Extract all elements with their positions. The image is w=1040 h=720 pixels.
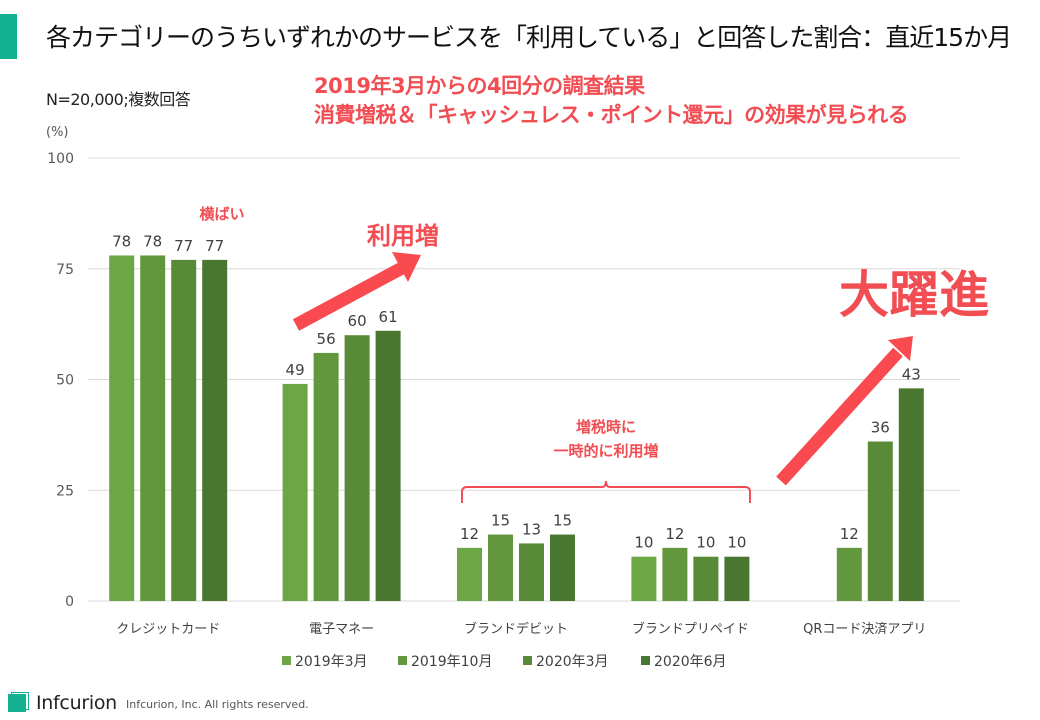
data-label: 77: [174, 237, 193, 255]
annotation-temporary-line-1: 増税時に: [576, 418, 636, 436]
bar: [836, 547, 862, 601]
bar: [109, 255, 135, 601]
data-label: 56: [317, 330, 336, 348]
bar: [140, 255, 166, 601]
annotation-temporary-line-2: 一時的に利用増: [553, 442, 658, 460]
legend-item: 2019年3月: [282, 654, 368, 670]
data-label: 12: [460, 525, 479, 543]
data-label: 61: [379, 308, 398, 326]
data-label: 49: [286, 361, 305, 379]
x-tick-label: クレジットカード: [116, 622, 220, 637]
data-label: 10: [727, 534, 746, 552]
company-logo: Infcurion: [8, 692, 117, 714]
data-label: 10: [634, 534, 653, 552]
title-accent-bar: [0, 14, 17, 59]
bar: [171, 259, 197, 601]
annotation-leap: 大躍進: [839, 266, 989, 324]
legend-swatch: [398, 656, 407, 665]
annotation-flat: 横ばい: [199, 205, 244, 223]
bar: [724, 556, 750, 601]
y-tick-label: 25: [56, 483, 74, 499]
bars: [109, 255, 924, 601]
legend: 2019年3月 2019年10月 2020年3月 2020年6月: [282, 654, 727, 670]
data-label: 36: [871, 419, 890, 437]
data-label: 12: [665, 525, 684, 543]
headline: 2019年3月からの4回分の調査結果 消費増税＆「キャッシュレス・ポイント還元」…: [314, 72, 909, 130]
bar: [550, 534, 575, 601]
legend-label: 2019年3月: [295, 654, 368, 670]
legend-item: 2019年10月: [398, 654, 492, 670]
headline-line-2: 消費増税＆「キャッシュレス・ポイント還元」の効果が見られる: [314, 103, 909, 127]
data-label: 10: [696, 534, 715, 552]
y-tick-label: 0: [65, 594, 74, 610]
bar: [488, 534, 513, 601]
bar: [375, 330, 401, 601]
bracket-shape: [461, 480, 751, 503]
bar: [282, 383, 308, 601]
y-tick-label: 75: [56, 262, 74, 278]
y-axis-ticks: 0 25 50 75 100: [47, 151, 74, 610]
bar: [631, 556, 657, 601]
x-tick-label: 電子マネー: [309, 622, 374, 637]
bar: [202, 259, 228, 601]
data-label: 12: [840, 525, 859, 543]
arrow-leap-icon: [776, 336, 913, 486]
data-label: 43: [902, 365, 921, 383]
x-tick-label: ブランドプリペイド: [632, 621, 749, 637]
sample-note: N=20,000;複数回答: [46, 90, 191, 109]
legend-label: 2020年6月: [654, 654, 727, 670]
x-tick-label: ブランドデビット: [464, 621, 568, 637]
data-label: 77: [205, 237, 224, 255]
data-label: 78: [143, 232, 162, 250]
data-label: 60: [348, 312, 367, 330]
bar: [898, 388, 924, 601]
data-label: 15: [491, 512, 510, 530]
y-tick-label: 100: [47, 151, 74, 167]
data-label: 13: [522, 520, 541, 538]
y-axis-label: (%): [46, 125, 69, 140]
bar: [313, 352, 339, 601]
page-title: 各カテゴリーのうちいずれかのサービスを「利用している」と回答した割合：直近15か…: [46, 23, 1012, 52]
data-label: 78: [112, 232, 131, 250]
bar: [693, 556, 719, 601]
arrow-increase-icon: [292, 252, 421, 331]
legend-swatch: [523, 656, 532, 665]
logo-text: Infcurion: [36, 692, 117, 714]
bar: [519, 543, 544, 601]
legend-swatch: [282, 656, 291, 665]
logo-mark-icon: [8, 692, 30, 714]
annotation-increase: 利用増: [367, 222, 439, 250]
bar: [662, 547, 688, 601]
bar: [344, 335, 370, 601]
legend-item: 2020年3月: [523, 654, 609, 670]
data-label: 15: [553, 512, 572, 530]
legend-label: 2019年10月: [411, 654, 492, 670]
legend-swatch: [641, 656, 650, 665]
x-tick-label: QRコード決済アプリ: [803, 621, 926, 637]
bar: [457, 547, 482, 601]
legend-item: 2020年6月: [641, 654, 727, 670]
bar: [867, 441, 893, 601]
copyright: Infcurion, Inc. All rights reserved.: [126, 698, 309, 711]
headline-line-1: 2019年3月からの4回分の調査結果: [314, 74, 645, 98]
data-labels: 78 78 77 77 49 56 60 61 12 15 13 15 10 12 10 10 12 36 43: [112, 232, 921, 551]
y-tick-label: 50: [56, 373, 74, 389]
legend-label: 2020年3月: [536, 654, 609, 670]
x-axis-labels: クレジットカード 電子マネー ブランドデビット ブランドプリペイド QRコード決済アプリ: [116, 621, 926, 637]
